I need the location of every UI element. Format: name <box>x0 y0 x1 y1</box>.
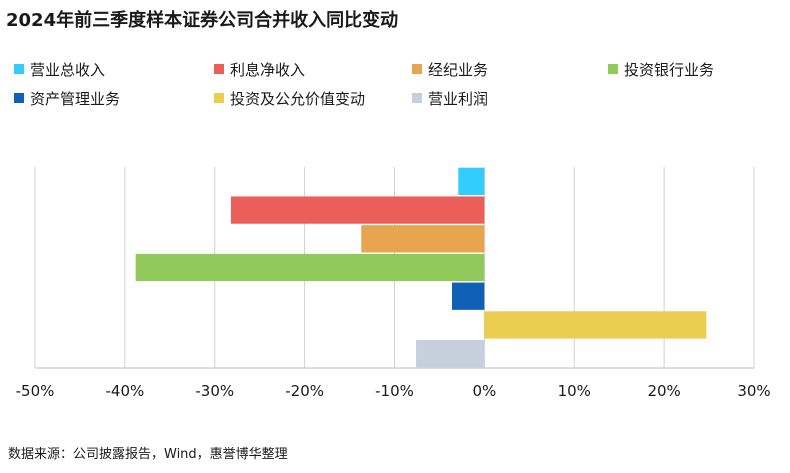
legend-label: 利息净收入 <box>230 60 306 79</box>
x-tick-label: 30% <box>737 382 770 400</box>
x-tick-label: -30% <box>195 382 234 400</box>
x-tick-label: 0% <box>472 382 496 400</box>
legend-swatch <box>14 64 24 74</box>
x-tick-label: -40% <box>105 382 144 400</box>
legend-item: 资产管理业务 <box>14 87 120 109</box>
legend-swatch <box>412 64 422 74</box>
legend-item: 投资银行业务 <box>608 58 714 80</box>
legend-swatch <box>608 64 618 74</box>
legend-item: 营业总收入 <box>14 58 105 80</box>
bar <box>230 196 485 224</box>
legend-label: 资产管理业务 <box>30 89 121 108</box>
bar <box>361 225 485 253</box>
legend-item: 经纪业务 <box>412 58 488 80</box>
x-tick-label: -50% <box>16 382 55 400</box>
legend-label: 投资及公允价值变动 <box>230 89 366 108</box>
x-tick-label: -20% <box>285 382 324 400</box>
legend-swatch <box>412 93 422 103</box>
legend-item: 利息净收入 <box>214 58 305 80</box>
bar <box>484 311 707 339</box>
bar <box>135 253 485 282</box>
legend-item: 营业利润 <box>412 87 488 109</box>
legend-label: 投资银行业务 <box>624 60 715 79</box>
bar <box>458 167 485 195</box>
legend-swatch <box>14 93 24 103</box>
chart-legend: 营业总收入 利息净收入 经纪业务 投资银行业务资产管理业务 投资及公允价值变动 营业利润 <box>14 58 784 114</box>
bar <box>452 282 485 310</box>
legend-label: 营业利润 <box>428 89 489 108</box>
bar <box>416 340 485 368</box>
x-tick-label: 10% <box>558 382 591 400</box>
x-tick-label: 20% <box>647 382 680 400</box>
legend-label: 经纪业务 <box>428 60 489 79</box>
legend-swatch <box>214 64 224 74</box>
chart-title: 2024年前三季度样本证券公司合并收入同比变动 <box>6 10 399 31</box>
legend-item: 投资及公允价值变动 <box>214 87 365 109</box>
bar-chart: -50% -40% -30% -20% -10% 0% 10% 20% 30% <box>16 167 771 400</box>
legend-label: 营业总收入 <box>30 60 106 79</box>
source-note: 数据来源：公司披露报告，Wind，惠誉博华整理 <box>8 447 288 462</box>
legend-swatch <box>214 93 224 103</box>
x-tick-label: -10% <box>375 382 414 400</box>
